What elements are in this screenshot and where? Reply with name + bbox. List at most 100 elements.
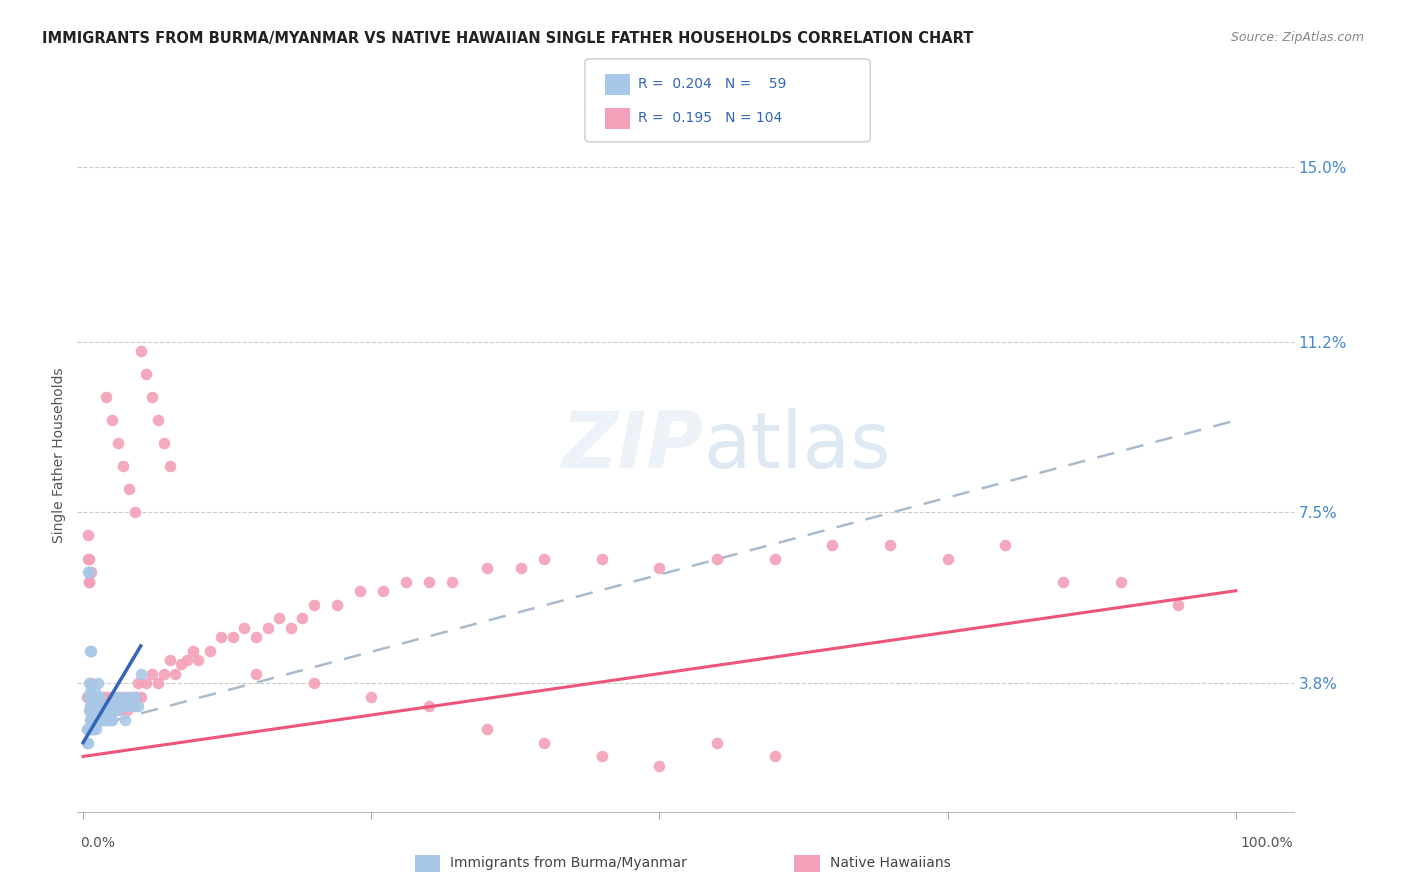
Point xyxy=(103,698,125,713)
Point xyxy=(245,666,267,681)
Point xyxy=(94,713,117,727)
Point xyxy=(395,574,418,589)
Point xyxy=(97,690,120,704)
Point xyxy=(1109,574,1132,589)
Point xyxy=(94,703,117,717)
Point xyxy=(165,666,187,681)
Point xyxy=(349,583,371,598)
Point xyxy=(97,703,120,717)
Point xyxy=(77,551,100,566)
Point xyxy=(222,630,245,644)
Point xyxy=(302,675,325,690)
Point xyxy=(648,560,671,574)
Point xyxy=(591,551,613,566)
Point xyxy=(127,698,149,713)
Point xyxy=(82,722,104,736)
Point xyxy=(821,538,844,552)
Text: atlas: atlas xyxy=(703,408,890,484)
Point xyxy=(79,713,101,727)
Point xyxy=(418,574,440,589)
Point xyxy=(114,713,136,727)
Point xyxy=(176,653,198,667)
Point xyxy=(280,621,302,635)
Point xyxy=(94,390,117,404)
Point xyxy=(122,698,145,713)
Point xyxy=(83,713,105,727)
Point xyxy=(121,690,143,704)
Point xyxy=(533,736,555,750)
Point xyxy=(475,722,498,736)
Point xyxy=(79,703,101,717)
Point xyxy=(89,698,111,713)
Text: 100.0%: 100.0% xyxy=(1241,836,1294,850)
Point xyxy=(86,698,108,713)
Point xyxy=(325,598,347,612)
Point xyxy=(82,713,104,727)
Point xyxy=(360,690,382,704)
Point xyxy=(86,713,108,727)
Point xyxy=(89,713,111,727)
Point xyxy=(80,566,103,580)
Point xyxy=(107,703,129,717)
Point xyxy=(118,690,141,704)
Point xyxy=(82,713,104,727)
Point xyxy=(209,630,232,644)
Point xyxy=(101,698,124,713)
Point xyxy=(89,713,111,727)
Point xyxy=(101,413,124,427)
Point xyxy=(76,736,98,750)
Point xyxy=(115,698,138,713)
Text: IMMIGRANTS FROM BURMA/MYANMAR VS NATIVE HAWAIIAN SINGLE FATHER HOUSEHOLDS CORREL: IMMIGRANTS FROM BURMA/MYANMAR VS NATIVE … xyxy=(42,31,973,46)
Point xyxy=(706,736,728,750)
Point xyxy=(146,413,169,427)
Point xyxy=(90,713,112,727)
Point xyxy=(124,690,146,704)
Point xyxy=(112,459,135,474)
Point xyxy=(77,690,100,704)
Point xyxy=(118,698,141,713)
Point xyxy=(159,653,181,667)
Point xyxy=(146,675,169,690)
Point xyxy=(87,698,110,713)
Point xyxy=(135,368,157,382)
Text: R =  0.195   N = 104: R = 0.195 N = 104 xyxy=(638,111,783,125)
Point xyxy=(76,722,98,736)
Point xyxy=(80,675,103,690)
Point xyxy=(76,566,98,580)
Point xyxy=(76,551,98,566)
Point xyxy=(706,551,728,566)
Point xyxy=(100,698,122,713)
Point xyxy=(98,713,121,727)
Point xyxy=(94,698,117,713)
Point xyxy=(127,675,149,690)
Point xyxy=(187,653,209,667)
Point xyxy=(77,574,100,589)
Point xyxy=(80,690,103,704)
Text: 0.0%: 0.0% xyxy=(80,836,115,850)
Point xyxy=(82,713,104,727)
Point xyxy=(100,713,122,727)
Point xyxy=(91,690,114,704)
Point xyxy=(108,698,131,713)
Point xyxy=(79,703,101,717)
Point xyxy=(129,666,152,681)
Point xyxy=(82,698,104,713)
Point xyxy=(1167,598,1189,612)
Point xyxy=(510,560,533,574)
Point xyxy=(83,685,105,699)
Point xyxy=(94,703,117,717)
Point xyxy=(591,749,613,764)
Point xyxy=(118,483,141,497)
Point xyxy=(91,713,114,727)
Point xyxy=(89,713,111,727)
Point xyxy=(77,566,100,580)
Point xyxy=(77,574,100,589)
Text: R =  0.204   N =    59: R = 0.204 N = 59 xyxy=(638,77,787,91)
Point xyxy=(111,698,134,713)
Point xyxy=(115,703,138,717)
Point xyxy=(82,690,104,704)
Point xyxy=(256,621,278,635)
Point xyxy=(181,643,204,657)
Point xyxy=(101,703,124,717)
Point xyxy=(114,690,136,704)
